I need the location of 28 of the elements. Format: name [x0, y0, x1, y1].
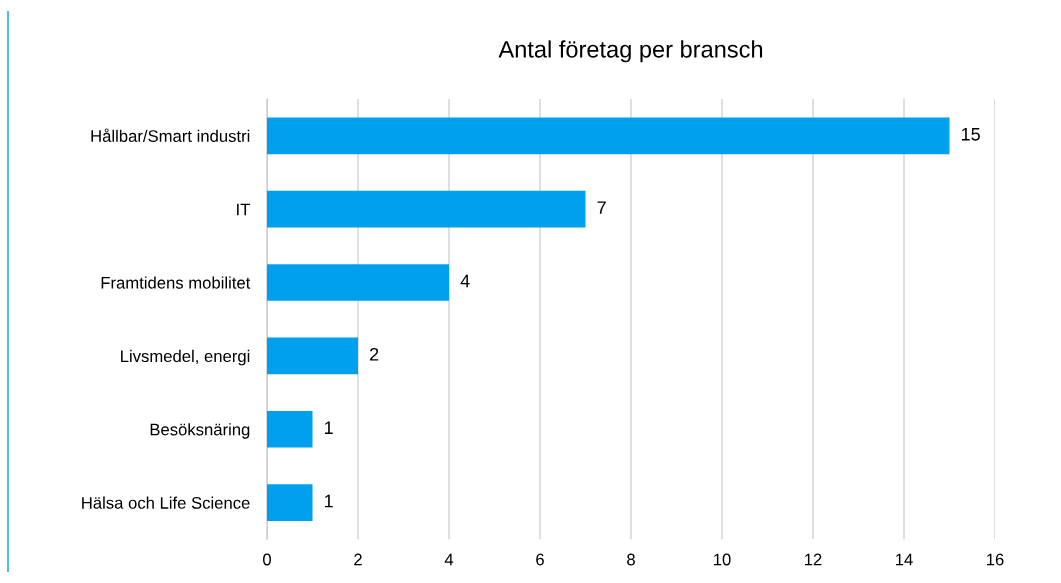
x-tick-label: 12 [805, 553, 822, 566]
bar [267, 410, 313, 448]
y-tick-label: Hållbar/Smart industri [91, 128, 250, 142]
bar [267, 484, 313, 521]
chart-title: Antal företag per bransch [498, 40, 763, 63]
x-tick-label: 10 [714, 553, 731, 566]
bar [267, 117, 950, 155]
x-tick-label: 0 [263, 553, 271, 566]
bar [267, 190, 586, 228]
data-label: 1 [324, 494, 333, 508]
x-tick-label: 16 [987, 553, 1004, 566]
data-label: 7 [597, 201, 606, 214]
y-tick-label: Framtidens mobilitet [101, 276, 251, 289]
data-label: 1 [324, 421, 333, 434]
x-tick-label: 2 [354, 553, 362, 566]
bar [267, 264, 449, 301]
y-tick-label: Livsmedel, energi [121, 349, 250, 366]
y-tick-label: Hälsa och Life Science [82, 496, 250, 509]
data-label: 2 [370, 347, 379, 361]
x-tick-label: 4 [444, 553, 454, 566]
bar [267, 337, 358, 375]
data-label: 4 [460, 274, 470, 288]
y-tick-label: Besöksnäring [150, 423, 250, 439]
x-tick-label: 6 [536, 553, 544, 566]
data-label: 15 [961, 128, 980, 141]
y-tick-label: IT [237, 203, 250, 216]
x-tick-label: 14 [896, 553, 913, 566]
x-tick-label: 8 [627, 553, 635, 566]
